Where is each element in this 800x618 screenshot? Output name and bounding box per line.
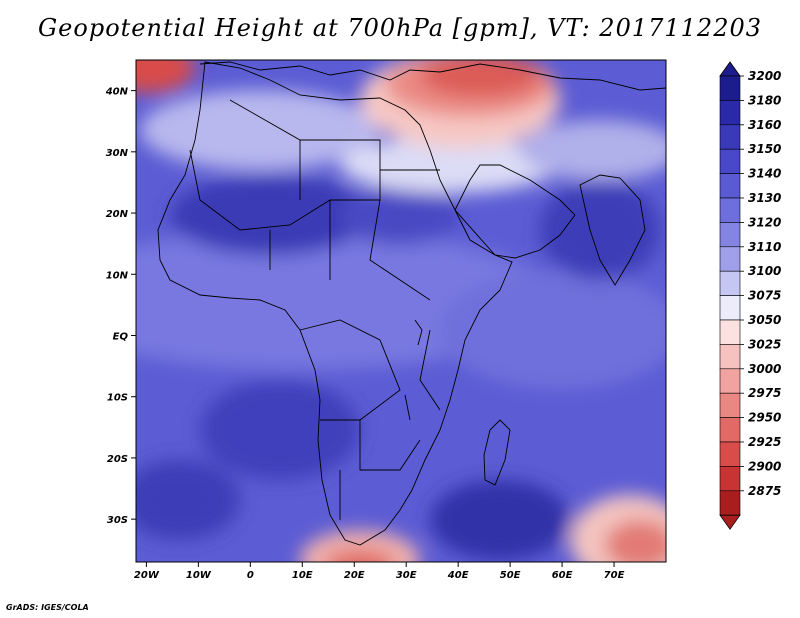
india-coastline <box>579 174 646 286</box>
lon-tick-label: 40E <box>447 570 469 581</box>
colorbar-swatch <box>719 246 741 272</box>
colorbar-swatch <box>719 417 741 443</box>
coastlines <box>157 61 666 546</box>
longitude-axis: 20W 10W 0 10E 20E 30E 40E 50E 60E 70E <box>134 562 625 581</box>
lat-tick-label: 10N <box>106 270 129 281</box>
colorbar-label: 2975 <box>748 386 781 400</box>
lon-tick-label: 10E <box>292 570 313 581</box>
colorbar-label: 2950 <box>748 411 781 425</box>
lon-tick-label: 30E <box>396 570 417 581</box>
colorbar-bottom-arrow <box>719 514 741 530</box>
colorbar-label: 2925 <box>748 435 781 449</box>
field-blobs <box>136 60 666 562</box>
colorbar-label: 3050 <box>748 313 781 327</box>
colorbar-label: 3025 <box>748 337 781 351</box>
europe-coastline <box>199 61 666 91</box>
lat-tick-label: 30N <box>106 148 129 159</box>
colorbar-label: 3140 <box>748 167 781 181</box>
colorbar-swatch <box>719 368 741 394</box>
colorbar-swatch <box>719 466 741 492</box>
lat-tick-label: 40N <box>105 87 129 98</box>
lon-tick-label: 50E <box>500 570 521 581</box>
colorbar-swatch <box>719 344 741 370</box>
lon-tick-label: 70E <box>604 570 625 581</box>
colorbar-top-arrow <box>719 61 741 77</box>
country-borders-north <box>189 99 440 301</box>
colorbar-swatch <box>719 319 741 345</box>
colorbar-swatch <box>719 197 741 223</box>
colorbar-swatch <box>719 222 741 248</box>
colorbar-label: 3075 <box>748 289 781 303</box>
colorbar-label: 3100 <box>748 264 781 278</box>
height-field-shading <box>136 60 666 562</box>
colorbar-label: 3130 <box>748 191 781 205</box>
africa-coastline <box>157 61 513 546</box>
map-frame <box>135 59 667 563</box>
madagascar-coastline <box>483 419 511 486</box>
colorbar-label: 3120 <box>748 215 781 229</box>
lon-tick-label: 10W <box>186 570 212 581</box>
colorbar-swatch <box>719 490 741 516</box>
great-lakes <box>404 319 423 421</box>
lat-tick-label: EQ <box>113 331 129 342</box>
lon-tick-label: 20E <box>344 570 365 581</box>
colorbar: 3200 3180 3160 3150 3140 3130 3120 3110 3100 3075… <box>719 61 781 530</box>
colorbar-swatch <box>719 148 741 174</box>
colorbar-label: 3180 <box>748 93 781 107</box>
footer-credit: GrADS: IGES/COLA <box>6 603 89 612</box>
colorbar-label: 3150 <box>748 142 781 156</box>
lon-tick-label: 0 <box>247 570 254 581</box>
lat-tick-label: 20N <box>106 209 129 220</box>
map-title: Geopotential Height at 700hPa [gpm], VT:… <box>38 14 762 42</box>
colorbar-swatch <box>719 270 741 296</box>
colorbar-swatch <box>719 124 741 150</box>
colorbar-swatch <box>719 295 741 321</box>
colorbar-label: 3000 <box>748 362 781 376</box>
colorbar-swatch <box>719 441 741 467</box>
lat-tick-label: 20S <box>107 454 128 465</box>
colorbar-label: 3110 <box>748 240 781 254</box>
colorbar-label: 3200 <box>748 69 781 83</box>
colorbar-label: 2875 <box>748 484 781 498</box>
colorbar-swatch <box>719 392 741 418</box>
latitude-axis: 40N 30N 20N 10N EQ 10S 20S 30S <box>105 87 136 526</box>
lon-tick-label: 60E <box>552 570 573 581</box>
lat-tick-label: 10S <box>107 393 128 404</box>
lon-tick-label: 20W <box>134 570 160 581</box>
colorbar-swatch <box>719 173 741 199</box>
country-borders-south <box>299 319 441 520</box>
colorbar-swatch <box>719 75 741 101</box>
lat-tick-label: 30S <box>107 515 128 526</box>
colorbar-label: 2900 <box>748 459 781 473</box>
arabia-coastline <box>454 164 576 259</box>
colorbar-swatch <box>719 100 741 126</box>
colorbar-label: 3160 <box>748 118 781 132</box>
